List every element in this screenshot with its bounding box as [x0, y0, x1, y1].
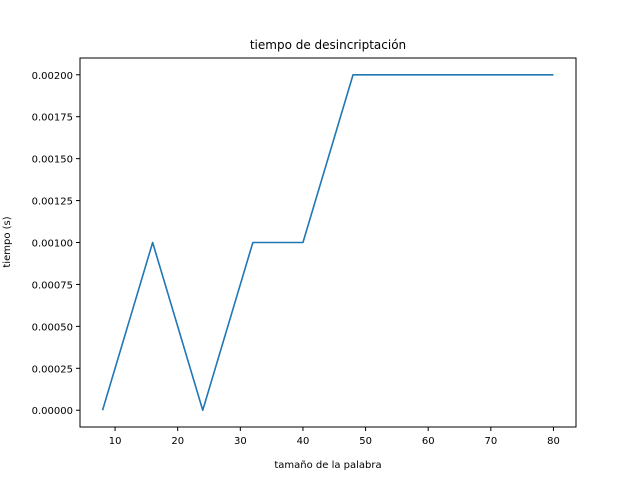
x-tick-label: 30 — [234, 436, 247, 447]
x-tick-label: 10 — [109, 436, 122, 447]
x-tick-label: 40 — [297, 436, 310, 447]
y-tick-label: 0.00125 — [32, 197, 73, 208]
x-tick-label: 60 — [422, 436, 435, 447]
y-tick-label: 0.00150 — [32, 155, 73, 166]
plot-area — [101, 73, 554, 412]
x-tick-label: 70 — [484, 436, 497, 447]
y-axis-label: tiempo (s) — [2, 216, 13, 267]
y-tick-label: 0.00000 — [32, 406, 73, 417]
y-tick-label: 0.00050 — [32, 322, 73, 333]
y-tick-label: 0.00075 — [32, 280, 73, 291]
x-axis: 10 20 30 40 50 60 70 80 — [109, 427, 560, 447]
y-axis: 0.00000 0.00025 0.00050 0.00075 0.00100 0.001… — [32, 71, 80, 417]
x-tick-label: 80 — [547, 436, 560, 447]
series-line — [101, 73, 554, 412]
y-tick-label: 0.00175 — [32, 113, 73, 124]
chart-title: tiempo de desincriptación — [250, 38, 406, 52]
x-axis-label: tamaño de la palabra — [274, 460, 381, 471]
y-tick-label: 0.00025 — [32, 364, 73, 375]
plot-frame — [79, 57, 577, 428]
x-tick-label: 20 — [171, 436, 184, 447]
x-tick-label: 50 — [359, 436, 372, 447]
y-tick-label: 0.00200 — [32, 71, 73, 82]
y-tick-label: 0.00100 — [32, 239, 73, 250]
